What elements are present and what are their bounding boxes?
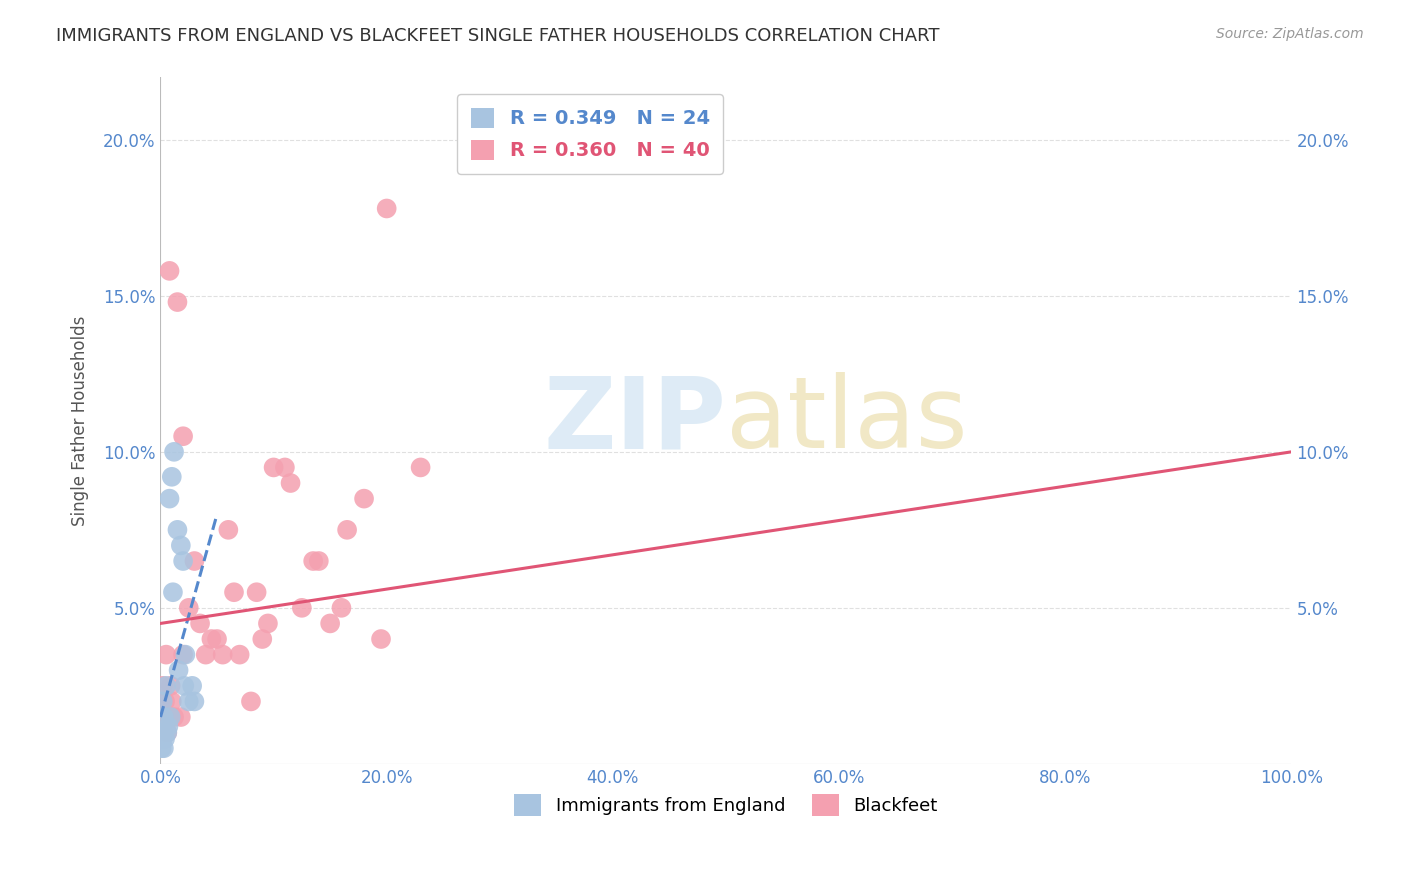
Point	[153, 710, 176, 724]
Legend: Immigrants from England, Blackfeet: Immigrants from England, Blackfeet	[506, 787, 945, 823]
Text: IMMIGRANTS FROM ENGLAND VS BLACKFEET SINGLE FATHER HOUSEHOLDS CORRELATION CHART: IMMIGRANTS FROM ENGLAND VS BLACKFEET SIN…	[56, 27, 939, 45]
Point	[308, 554, 330, 568]
Point	[160, 470, 183, 484]
Point	[194, 648, 217, 662]
Point	[166, 295, 188, 310]
Point	[156, 725, 179, 739]
Point	[370, 632, 392, 646]
Point	[257, 616, 280, 631]
Point	[167, 663, 190, 677]
Point	[159, 491, 181, 506]
Text: Source: ZipAtlas.com: Source: ZipAtlas.com	[1216, 27, 1364, 41]
Point	[174, 648, 197, 662]
Point	[172, 648, 194, 662]
Point	[183, 694, 205, 708]
Point	[291, 600, 314, 615]
Point	[150, 731, 173, 746]
Point	[280, 476, 302, 491]
Point	[205, 632, 228, 646]
Point	[228, 648, 250, 662]
Point	[239, 694, 262, 708]
Point	[153, 731, 176, 746]
Point	[152, 725, 174, 739]
Point	[160, 694, 183, 708]
Text: atlas: atlas	[725, 372, 967, 469]
Point	[153, 694, 176, 708]
Point	[170, 538, 193, 552]
Point	[163, 710, 186, 724]
Point	[163, 445, 186, 459]
Point	[336, 523, 359, 537]
Point	[156, 725, 179, 739]
Point	[319, 616, 342, 631]
Point	[409, 460, 432, 475]
Point	[159, 264, 181, 278]
Point	[155, 679, 177, 693]
Point	[330, 600, 353, 615]
Point	[177, 600, 200, 615]
Text: ZIP: ZIP	[543, 372, 725, 469]
Point	[166, 523, 188, 537]
Point	[274, 460, 297, 475]
Point	[222, 585, 245, 599]
Point	[263, 460, 285, 475]
Point	[181, 679, 204, 693]
Point	[157, 719, 180, 733]
Y-axis label: Single Father Households: Single Father Households	[72, 316, 89, 525]
Point	[217, 523, 239, 537]
Point	[211, 648, 233, 662]
Point	[152, 679, 174, 693]
Point	[353, 491, 375, 506]
Point	[252, 632, 274, 646]
Point	[153, 710, 176, 724]
Point	[159, 710, 181, 724]
Point	[162, 585, 184, 599]
Point	[153, 741, 176, 756]
Point	[150, 741, 173, 756]
Point	[200, 632, 222, 646]
Point	[375, 202, 398, 216]
Point	[170, 710, 193, 724]
Point	[172, 554, 194, 568]
Point	[159, 679, 181, 693]
Point	[302, 554, 325, 568]
Point	[172, 429, 194, 443]
Point	[152, 694, 174, 708]
Point	[246, 585, 269, 599]
Point	[155, 648, 177, 662]
Point	[183, 554, 205, 568]
Point	[177, 694, 200, 708]
Point	[188, 616, 211, 631]
Point	[173, 679, 195, 693]
